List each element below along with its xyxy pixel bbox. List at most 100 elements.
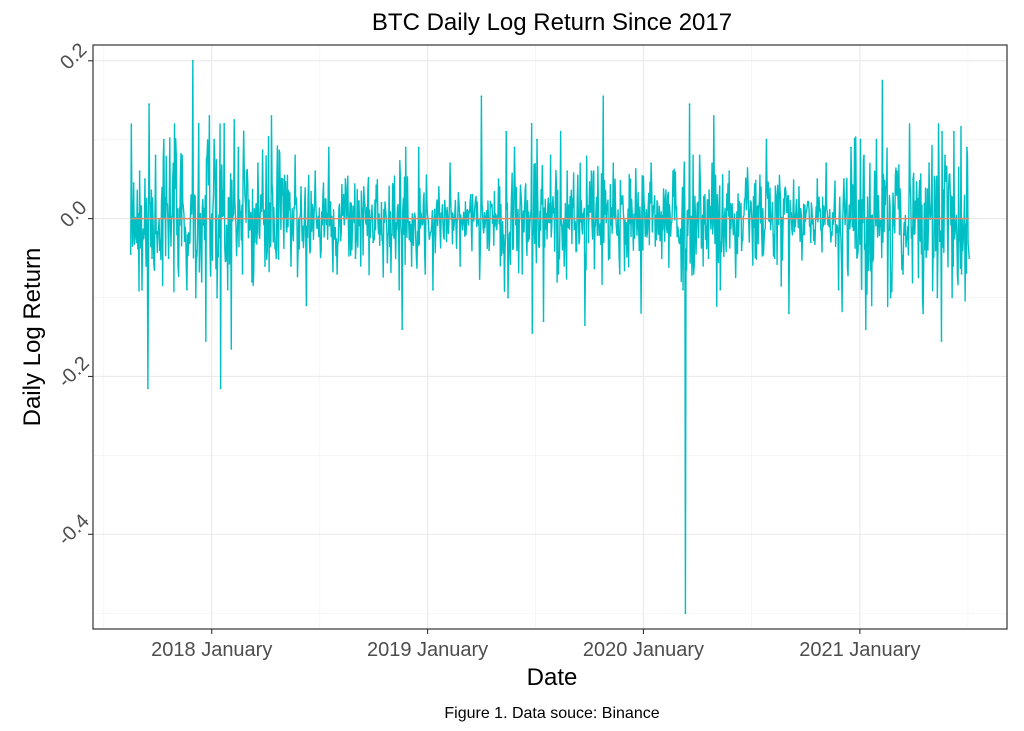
data-point	[437, 186, 440, 188]
data-point	[151, 257, 153, 259]
data-point	[859, 138, 862, 141]
data-point	[305, 304, 308, 307]
data-point	[521, 272, 524, 275]
data-point	[960, 272, 963, 275]
data-point	[390, 233, 393, 236]
data-point	[204, 340, 207, 342]
data-point	[513, 146, 516, 149]
data-point	[372, 241, 375, 244]
data-point	[135, 241, 138, 244]
data-point	[698, 154, 701, 157]
data-point	[740, 249, 743, 252]
data-point	[219, 387, 222, 390]
figure-caption: Figure 1. Data souce: Binance	[444, 705, 659, 722]
data-point	[404, 146, 407, 149]
data-point	[750, 201, 752, 204]
data-point	[320, 249, 323, 252]
data-point	[162, 138, 165, 141]
data-point	[798, 186, 800, 188]
data-point	[270, 115, 273, 117]
data-point	[507, 296, 509, 299]
data-point	[912, 178, 914, 181]
data-point	[922, 312, 925, 315]
data-point	[241, 272, 244, 275]
data-point	[362, 186, 365, 188]
data-point	[449, 162, 451, 165]
data-point	[809, 241, 812, 244]
data-point	[230, 347, 233, 350]
data-point	[129, 253, 132, 256]
data-point	[251, 280, 253, 283]
data-point	[650, 162, 653, 165]
data-point	[497, 178, 500, 181]
data-point	[816, 178, 819, 181]
data-point	[145, 265, 148, 267]
data-point	[608, 257, 611, 259]
data-point	[488, 249, 490, 252]
data-point	[146, 387, 149, 390]
data-point	[132, 182, 135, 185]
data-point	[966, 146, 968, 149]
data-point	[300, 186, 302, 188]
grid	[93, 45, 1007, 629]
data-point	[788, 312, 790, 315]
data-point	[773, 257, 776, 259]
data-point	[354, 257, 357, 259]
data-point	[177, 265, 179, 267]
series-line	[130, 60, 970, 614]
data-point	[889, 296, 892, 299]
data-point	[530, 123, 533, 125]
y-tick-label: -0.4	[54, 510, 94, 550]
data-point	[684, 612, 687, 615]
data-point	[197, 123, 200, 125]
data-point	[172, 162, 175, 165]
x-tick-label: 2018 January	[151, 639, 272, 661]
data-point	[158, 249, 161, 252]
y-tick-label: -0.2	[54, 352, 94, 392]
data-point	[629, 178, 632, 181]
data-point	[191, 59, 194, 62]
x-tick-label: 2020 January	[583, 639, 704, 661]
y-axis-label: Daily Log Return	[19, 248, 46, 427]
data-point	[712, 115, 715, 117]
data-point	[181, 154, 184, 157]
data-point	[682, 288, 684, 291]
data-point	[692, 272, 695, 275]
data-point	[216, 296, 218, 299]
data-point	[952, 130, 955, 133]
data-point	[410, 265, 413, 267]
data-point	[186, 288, 188, 291]
data-point	[223, 123, 226, 125]
data-point	[583, 324, 586, 327]
data-point	[154, 154, 157, 157]
series-layer	[129, 59, 971, 615]
data-point	[660, 257, 663, 259]
data-point	[638, 249, 641, 252]
data-point	[825, 162, 828, 165]
data-point	[141, 288, 143, 291]
data-point	[940, 340, 943, 342]
data-point	[380, 201, 383, 204]
data-point	[549, 154, 552, 157]
data-point	[213, 138, 216, 141]
data-point	[902, 272, 904, 275]
data-point	[881, 79, 884, 82]
data-point	[566, 170, 569, 173]
data-point	[728, 170, 731, 173]
data-point	[941, 130, 943, 133]
data-point	[167, 257, 170, 259]
data-point	[264, 265, 266, 267]
data-point	[765, 138, 768, 141]
data-point	[256, 162, 259, 165]
data-point	[275, 257, 278, 259]
data-point	[557, 272, 560, 275]
data-point	[875, 138, 878, 141]
data-point	[707, 257, 710, 259]
data-point	[314, 170, 317, 173]
data-point	[208, 115, 211, 117]
data-point	[327, 146, 330, 149]
x-axis: 2018 January 2019 January 2020 January 2021…	[151, 629, 920, 661]
data-point	[200, 280, 203, 283]
x-tick-label: 2019 January	[367, 639, 488, 661]
